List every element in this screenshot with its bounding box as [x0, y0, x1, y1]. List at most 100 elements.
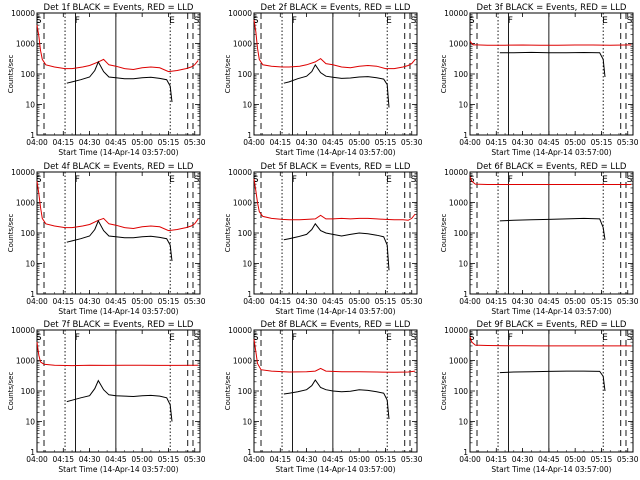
chart-title: Det 2f BLACK = Events, RED = LLD: [261, 3, 411, 13]
y-tick-label: 1000: [449, 357, 468, 366]
x-tick-label: 05:15: [375, 455, 397, 464]
x-tick-label: 04:30: [79, 455, 101, 464]
y-axis-label: Counts/sec: [440, 214, 448, 253]
region-label: S: [253, 16, 259, 26]
y-tick-label: 10000: [444, 326, 468, 335]
y-tick-label: 1000: [16, 357, 35, 366]
lld-rate-line: [469, 336, 632, 347]
chart-panel-1: Det 1f BLACK = Events, RED = LLD 1 10 100 10…: [7, 3, 206, 157]
x-tick-label: 04:00: [243, 455, 265, 464]
events-rate-line: [66, 379, 173, 422]
y-tick-label: 1000: [233, 357, 252, 366]
y-tick-label: 10: [25, 418, 35, 427]
chart-title: Det 5f BLACK = Events, RED = LLD: [261, 162, 411, 172]
chart-title: Det 6f BLACK = Events, RED = LLD: [477, 162, 627, 172]
region-label: E: [386, 333, 392, 343]
y-tick-label: 10000: [11, 326, 35, 335]
region-label: S: [469, 333, 475, 343]
region-label: F: [292, 16, 297, 26]
y-tick-label: 10000: [11, 168, 35, 177]
y-tick-label: 1000: [233, 40, 252, 49]
x-tick-label: 05:15: [158, 455, 180, 464]
region-label: F: [508, 16, 513, 26]
x-axis-label: Start Time (14-Apr-14 03:57:00): [491, 148, 611, 157]
y-tick-label: 1: [463, 448, 468, 457]
region-label: S: [411, 16, 417, 26]
y-tick-label: 1000: [233, 199, 252, 208]
plot-frame: [253, 171, 418, 295]
y-tick-label: 1: [30, 448, 35, 457]
lld-rate-line: [36, 181, 199, 232]
x-axis-label: Start Time (14-Apr-14 03:57:00): [275, 148, 395, 157]
x-tick-label: 04:30: [512, 138, 534, 147]
region-label: E: [386, 16, 392, 26]
region-label: F: [75, 16, 80, 26]
region-label: S: [253, 333, 259, 343]
x-tick-label: 04:00: [26, 455, 48, 464]
x-tick-label: 05:30: [184, 138, 206, 147]
x-tick-label: 05:15: [158, 138, 180, 147]
x-axis-label: Start Time (14-Apr-14 03:57:00): [275, 307, 395, 316]
y-tick-label: 10: [458, 101, 468, 110]
region-label: S: [411, 333, 417, 343]
plot-frame: [36, 12, 201, 136]
y-axis-label: Counts/sec: [224, 55, 232, 94]
x-tick-label: 05:30: [617, 138, 639, 147]
lld-rate-line: [469, 176, 632, 185]
region-label: F: [508, 175, 513, 185]
y-tick-label: 1000: [449, 40, 468, 49]
x-tick-label: 04:45: [105, 297, 127, 306]
y-tick-label: 1: [463, 290, 468, 299]
y-tick-label: 1000: [449, 199, 468, 208]
x-tick-label: 05:00: [348, 138, 370, 147]
x-tick-label: 04:15: [485, 455, 507, 464]
y-tick-label: 10000: [11, 9, 35, 18]
y-tick-label: 10: [242, 260, 252, 269]
x-tick-label: 05:15: [158, 297, 180, 306]
chart-title: Det 9f BLACK = Events, RED = LLD: [477, 320, 627, 330]
y-tick-label: 10000: [228, 168, 252, 177]
chart-panel-9: Det 9f BLACK = Events, RED = LLD 1 10 100 10…: [440, 320, 639, 474]
y-tick-label: 10000: [228, 326, 252, 335]
x-tick-label: 05:30: [617, 455, 639, 464]
y-tick-label: 10000: [444, 168, 468, 177]
lld-rate-line: [253, 19, 416, 70]
x-tick-label: 05:30: [401, 138, 423, 147]
lld-rate-line: [253, 339, 416, 373]
x-tick-label: 04:30: [512, 297, 534, 306]
y-axis-label: Counts/sec: [440, 372, 448, 411]
events-rate-line: [283, 63, 390, 108]
y-axis-label: Counts/sec: [224, 214, 232, 253]
y-tick-label: 10000: [444, 9, 468, 18]
x-tick-label: 05:00: [564, 455, 586, 464]
x-tick-label: 04:00: [243, 138, 265, 147]
events-rate-line: [499, 217, 606, 240]
y-tick-label: 1: [247, 448, 252, 457]
region-label: S: [36, 16, 42, 26]
x-tick-label: 04:00: [459, 138, 481, 147]
x-tick-label: 04:45: [322, 455, 344, 464]
y-tick-label: 1: [247, 131, 252, 140]
x-tick-label: 04:30: [79, 138, 101, 147]
chart-title: Det 8f BLACK = Events, RED = LLD: [261, 320, 411, 330]
x-tick-label: 04:45: [538, 297, 560, 306]
x-axis-label: Start Time (14-Apr-14 03:57:00): [58, 148, 178, 157]
x-tick-label: 05:00: [348, 297, 370, 306]
x-tick-label: 05:00: [564, 297, 586, 306]
y-tick-label: 100: [21, 387, 36, 396]
x-tick-label: 04:00: [26, 297, 48, 306]
chart-panel-8: Det 8f BLACK = Events, RED = LLD 1 10 100 10…: [224, 320, 423, 474]
y-tick-label: 10: [458, 418, 468, 427]
y-tick-label: 100: [454, 229, 469, 238]
y-tick-label: 100: [454, 70, 469, 79]
events-rate-line: [66, 60, 173, 103]
chart-panel-5: Det 5f BLACK = Events, RED = LLD 1 10 100 10…: [224, 162, 423, 316]
region-label: S: [36, 175, 42, 185]
y-tick-label: 100: [454, 387, 469, 396]
events-rate-line: [66, 219, 173, 262]
x-axis-label: Start Time (14-Apr-14 03:57:00): [491, 307, 611, 316]
y-tick-label: 100: [238, 387, 253, 396]
y-axis-label: Counts/sec: [440, 55, 448, 94]
region-label: S: [194, 333, 200, 343]
y-tick-label: 1: [247, 290, 252, 299]
